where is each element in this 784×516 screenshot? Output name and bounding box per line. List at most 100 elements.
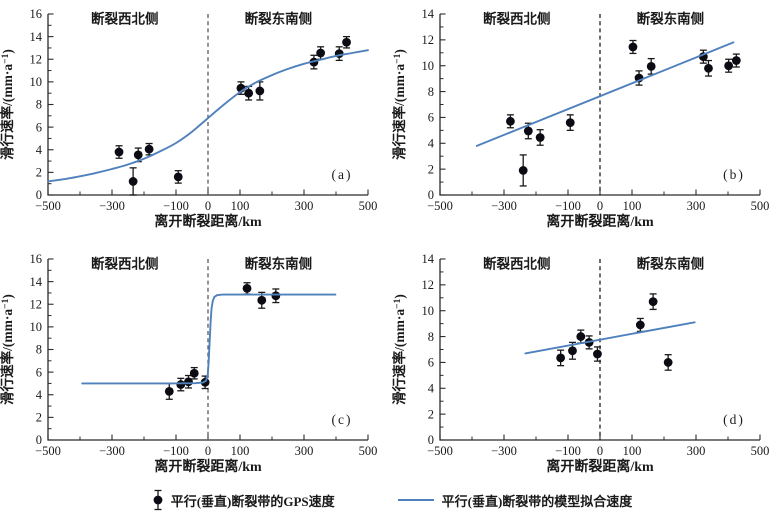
point-marker <box>648 297 658 307</box>
subplot-d-chart: −500 −300 −100 0 100 300 500 0 2 4 6 8 10 12 14 断裂西北侧 断裂… <box>392 252 770 475</box>
gps-data-point <box>144 142 154 156</box>
y-tick-label: 4 <box>428 136 435 150</box>
y-tick-label: 6 <box>428 356 434 370</box>
gps-data-point <box>556 349 566 367</box>
y-tick-label: 10 <box>422 59 435 73</box>
panel-label: (a) <box>332 167 353 182</box>
point-marker <box>128 177 138 186</box>
model-fit-line-icon <box>397 499 434 501</box>
gps-data-point <box>704 59 713 77</box>
panel-label: (b) <box>723 167 745 182</box>
x-tick-label: −500 <box>427 199 453 213</box>
x-axis-label: 离开断裂距离/km <box>546 213 654 230</box>
gps-data-point <box>565 114 575 132</box>
gps-data-point <box>663 354 673 371</box>
y-tick-label: 12 <box>30 52 43 66</box>
region-label-northwest: 断裂西北侧 <box>483 256 551 272</box>
y-tick-label: 8 <box>428 85 434 99</box>
point-marker <box>255 86 265 96</box>
region-label-northwest: 断裂西北侧 <box>91 11 159 27</box>
subplot-d: −500 −300 −100 0 100 300 500 0 2 4 6 8 10 12 14 断裂西北侧 断裂… <box>392 245 784 490</box>
x-tick-label: 500 <box>751 444 770 458</box>
y-tick-label: 12 <box>422 278 435 292</box>
x-tick-label: 100 <box>231 444 250 458</box>
point-marker <box>244 88 254 98</box>
point-marker <box>342 37 351 47</box>
x-tick-label: −300 <box>491 199 517 213</box>
gps-data-point <box>628 39 638 55</box>
x-tick-label: −100 <box>163 199 189 213</box>
y-axis-label: 滑行速率/(mm·a−1) <box>392 294 407 405</box>
point-marker <box>242 284 252 293</box>
x-tick-label: −300 <box>99 444 125 458</box>
y-tick-label: 4 <box>36 143 43 157</box>
point-marker <box>731 56 741 65</box>
gps-data-point <box>634 70 644 86</box>
x-tick-label: 0 <box>597 199 603 213</box>
model-fit-line <box>47 49 369 183</box>
point-marker <box>568 346 577 356</box>
point-marker <box>173 172 183 182</box>
subplot-c: −500 −300 −100 0 100 300 500 0 2 4 6 8 10 12 14 16 断裂西北侧… <box>0 245 392 490</box>
x-tick-label: −100 <box>555 444 581 458</box>
panel-label: (c) <box>332 412 353 427</box>
gps-data-point <box>506 114 515 129</box>
x-tick-label: 0 <box>205 199 211 213</box>
gps-data-point <box>173 170 183 184</box>
gps-data-point <box>593 346 602 362</box>
y-tick-label: 10 <box>422 304 435 318</box>
y-tick-label: 12 <box>422 33 435 47</box>
point-marker <box>176 380 186 389</box>
x-tick-label: 500 <box>751 199 770 213</box>
gps-data-point <box>271 288 281 304</box>
point-marker <box>114 147 124 157</box>
subplot-c-chart: −500 −300 −100 0 100 300 500 0 2 4 6 8 10 12 14 16 断裂西北侧… <box>0 252 378 475</box>
y-tick-label: 10 <box>30 75 43 89</box>
x-tick-label: 300 <box>295 444 314 458</box>
point-marker <box>635 320 645 330</box>
gps-data-point <box>164 382 174 400</box>
y-tick-label: 8 <box>36 343 42 357</box>
y-axis-label: 滑行速率/(mm·a−1) <box>0 294 15 405</box>
x-tick-label: 0 <box>205 444 211 458</box>
model-fit-line <box>475 41 735 147</box>
region-label-southeast: 断裂东南侧 <box>637 11 705 27</box>
gps-data-point <box>244 85 254 101</box>
subplot-a-chart: −500 −300 −100 0 100 300 500 0 2 4 6 8 10 12 14 16 断裂西北侧… <box>0 7 377 230</box>
gps-data-point <box>635 317 645 333</box>
point-marker <box>189 368 199 378</box>
panel-label: (d) <box>723 412 745 427</box>
gps-data-point <box>535 129 545 146</box>
gps-data-point <box>342 35 351 49</box>
subplot-b-chart: −500 −300 −100 0 100 300 500 0 2 4 6 8 10 12 14 断裂西北侧 断裂… <box>392 7 770 230</box>
gps-data-point <box>646 57 656 75</box>
y-tick-label: 0 <box>428 188 434 202</box>
gps-data-point <box>724 58 734 73</box>
gps-data-point <box>133 147 143 163</box>
point-marker <box>724 61 734 71</box>
x-tick-label: −300 <box>491 444 517 458</box>
gps-data-point <box>242 282 252 295</box>
y-tick-label: 16 <box>30 7 43 21</box>
x-axis-label: 离开断裂距离/km <box>154 213 262 230</box>
x-tick-label: −300 <box>99 199 125 213</box>
point-marker <box>164 386 174 396</box>
point-marker <box>133 150 143 160</box>
y-tick-label: 2 <box>36 166 42 180</box>
gps-data-point <box>731 53 741 68</box>
gps-data-point <box>648 293 658 311</box>
y-tick-label: 2 <box>36 411 42 425</box>
y-tick-label: 6 <box>36 120 42 134</box>
gps-data-point <box>518 154 528 187</box>
gps-data-point <box>334 46 344 62</box>
region-label-southeast: 断裂东南侧 <box>245 256 313 272</box>
region-label-northwest: 断裂西北侧 <box>483 11 551 27</box>
x-tick-label: 100 <box>623 199 642 213</box>
x-tick-label: 500 <box>359 444 378 458</box>
y-tick-label: 0 <box>36 433 42 447</box>
point-marker <box>506 116 515 126</box>
point-marker <box>646 61 656 71</box>
x-axis-label: 离开断裂距离/km <box>546 458 654 475</box>
gps-data-point <box>576 329 586 344</box>
